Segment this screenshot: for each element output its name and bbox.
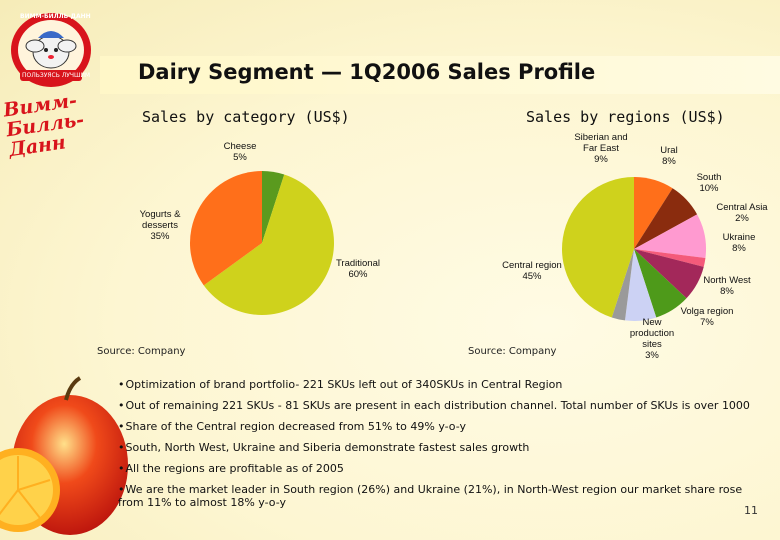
pie-slice-siberian-and-far-east	[634, 177, 673, 249]
pie-slice-ukraine	[634, 249, 704, 299]
company-mascot-logo-icon	[11, 13, 91, 87]
pie-slice-central-asia	[634, 249, 706, 267]
pie-slice-volga-region	[624, 249, 657, 321]
slice-label: Central region 45%	[502, 260, 562, 282]
slice-label: Volga region 7%	[681, 306, 734, 328]
page-number: 11	[744, 504, 758, 517]
slice-label: Ukraine 8%	[723, 232, 756, 254]
category-chart-source: Source: Company	[97, 346, 186, 357]
slice-label: New production sites 3%	[630, 317, 674, 361]
slice-label: Ural 8%	[660, 145, 677, 167]
pie-slice-cheese	[262, 171, 285, 243]
pie-slice-central-region	[562, 177, 634, 318]
pie-slice-new-production-sites	[611, 249, 634, 321]
slice-label: North West 8%	[703, 275, 751, 297]
bullet-item: Out of remaining 221 SKUs - 81 SKUs are …	[118, 399, 768, 412]
bullet-item: South, North West, Ukraine and Siberia d…	[118, 441, 768, 454]
apple-orange-decoration-icon	[0, 376, 128, 535]
slice-label: Traditional 60%	[336, 258, 380, 280]
slice-label: Cheese 5%	[224, 141, 257, 163]
pie-slice-ural	[634, 188, 698, 249]
slide-title: Dairy Segment — 1Q2006 Sales Profile	[138, 60, 596, 84]
pie-slice-south	[634, 214, 706, 259]
bullet-item: We are the market leader in South region…	[118, 483, 768, 509]
pie-slice-north-west	[634, 249, 687, 318]
logo-arc-text: ВИММ-БИЛЛЬ-ДАНН	[20, 13, 91, 20]
category-chart-title: Sales by category (US$)	[142, 108, 350, 126]
bullet-item: Share of the Central region decreased fr…	[118, 420, 768, 433]
slice-label: Siberian and Far East 9%	[574, 132, 627, 165]
slice-label: Yogurts & desserts 35%	[140, 209, 182, 242]
bullet-item: Optimization of brand portfolio- 221 SKU…	[118, 378, 768, 391]
title-bar	[100, 56, 780, 94]
regions-pie-chart: Siberian and Far East 9% Ural 8% South 10% Cent…	[502, 132, 768, 361]
pie-slice-traditional	[203, 174, 334, 315]
key-points-list: Optimization of brand portfolio- 221 SKU…	[118, 378, 768, 517]
pie-slice-yogurts-desserts	[190, 171, 262, 286]
slice-label: South 10%	[697, 172, 722, 194]
slice-label: Central Asia 2%	[716, 202, 768, 224]
bullet-item: All the regions are profitable as of 200…	[118, 462, 768, 475]
regions-chart-source: Source: Company	[468, 346, 557, 357]
category-pie-chart: Cheese 5% Traditional 60% Yogurts & desserts 3…	[140, 141, 380, 315]
regions-chart-title: Sales by regions (US$)	[526, 108, 725, 126]
logo-ribbon-text: ПОЛЬЗУЯСЬ ЛУЧШИМ	[22, 72, 91, 79]
